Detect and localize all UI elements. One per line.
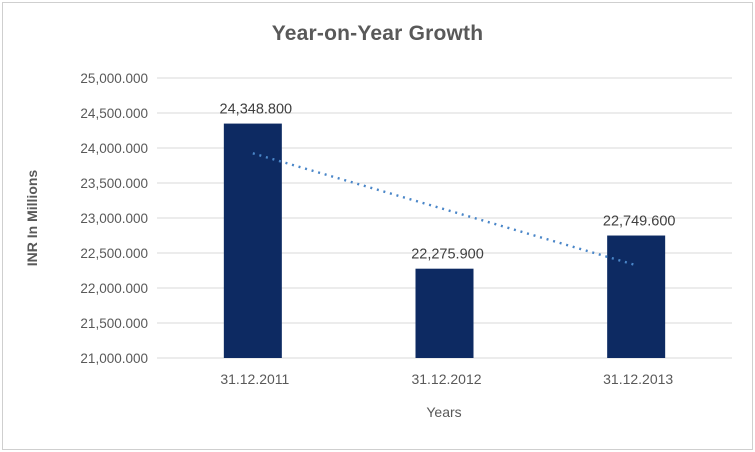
y-tick-label: 24,000.000 (80, 141, 148, 156)
y-tick-label: 22,000.000 (80, 281, 148, 296)
bar (415, 268, 474, 358)
data-label: 24,348.800 (220, 102, 293, 118)
y-tick-label: 25,000.000 (80, 71, 148, 86)
y-tick-label: 21,000.000 (80, 351, 148, 366)
data-label: 22,749.600 (603, 214, 676, 230)
x-tick-label: 31.12.2012 (411, 371, 481, 387)
y-tick-label: 24,500.000 (80, 106, 148, 121)
y-tick-label: 23,000.000 (80, 211, 148, 226)
y-tick-label: 21,500.000 (80, 316, 148, 331)
y-tick-label: 23,500.000 (80, 176, 148, 191)
bar (607, 235, 666, 358)
x-tick-label: 31.12.2013 (603, 371, 673, 387)
data-label: 22,275.900 (411, 247, 484, 263)
chart-title: Year-on-Year Growth (271, 22, 484, 45)
x-axis-title: Years (426, 404, 462, 420)
x-tick-label: 31.12.2011 (220, 371, 289, 387)
bar (223, 123, 282, 358)
y-tick-label: 22,500.000 (80, 246, 148, 261)
